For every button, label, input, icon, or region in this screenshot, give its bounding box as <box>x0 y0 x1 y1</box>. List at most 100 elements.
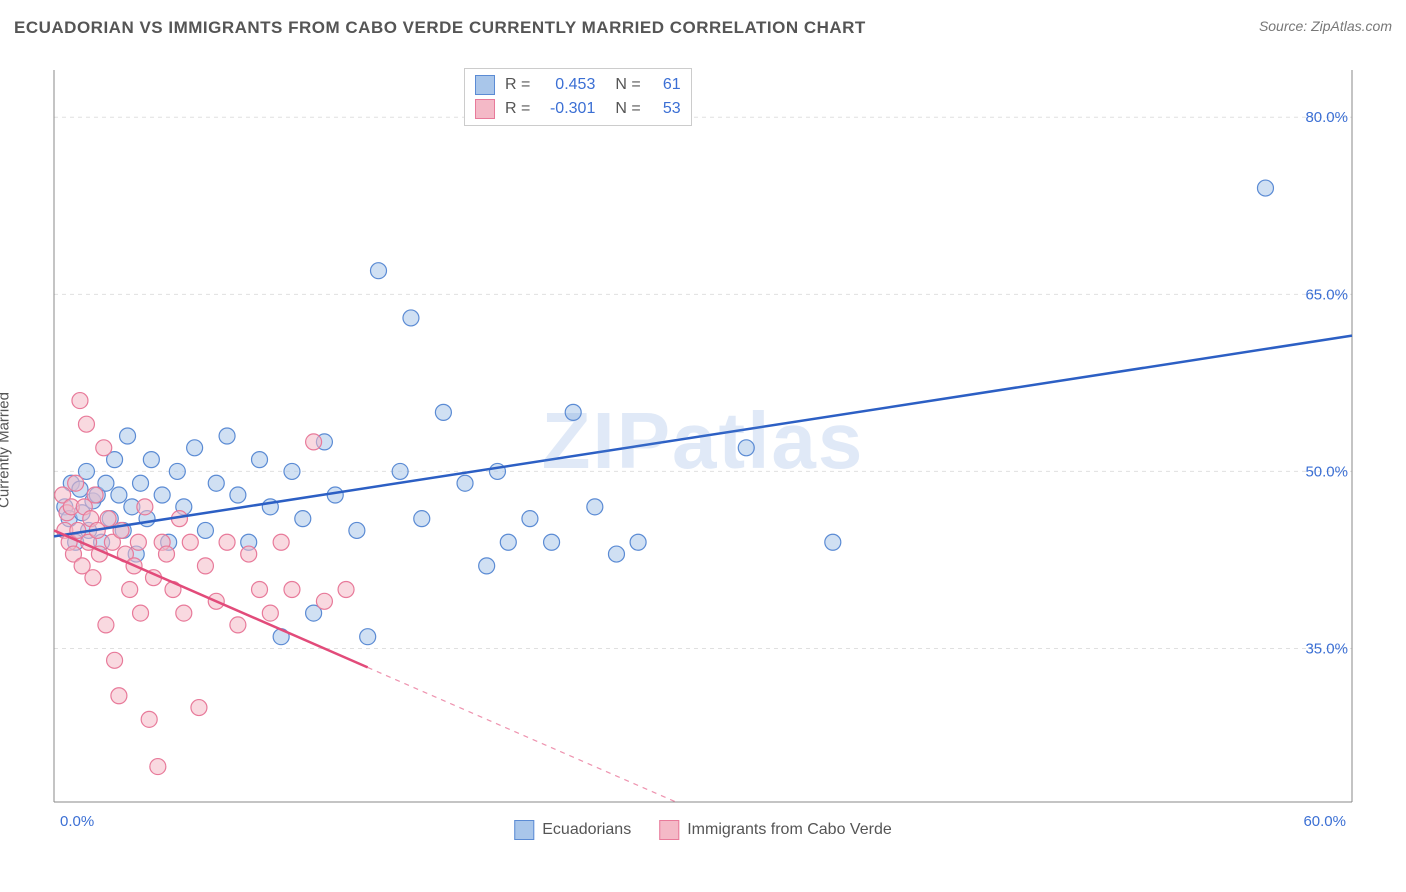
scatter-point <box>191 700 207 716</box>
scatter-point <box>219 534 235 550</box>
y-tick-label: 80.0% <box>1305 109 1348 126</box>
scatter-point <box>414 511 430 527</box>
scatter-point <box>565 404 581 420</box>
scatter-point <box>143 452 159 468</box>
scatter-point <box>230 487 246 503</box>
scatter-point <box>230 617 246 633</box>
series-legend: Ecuadorians Immigrants from Cabo Verde <box>514 820 891 840</box>
scatter-point <box>137 499 153 515</box>
scatter-point <box>187 440 203 456</box>
scatter-point <box>197 558 213 574</box>
scatter-point <box>295 511 311 527</box>
scatter-point <box>85 570 101 586</box>
scatter-point <box>133 605 149 621</box>
scatter-point <box>306 434 322 450</box>
scatter-point <box>72 393 88 409</box>
scatter-point <box>403 310 419 326</box>
scatter-point <box>284 581 300 597</box>
scatter-point <box>130 534 146 550</box>
scatter-point <box>457 475 473 491</box>
correlation-stats-box: R = 0.453 N = 61 R = -0.301 N = 53 <box>464 68 692 126</box>
stat-n-value: 53 <box>651 100 681 118</box>
scatter-point <box>327 487 343 503</box>
scatter-point <box>96 440 112 456</box>
legend-label: Immigrants from Cabo Verde <box>687 821 892 839</box>
stat-r-label: R = <box>505 100 530 118</box>
chart-title: ECUADORIAN VS IMMIGRANTS FROM CABO VERDE… <box>14 18 866 37</box>
scatter-point <box>252 581 268 597</box>
scatter-point <box>338 581 354 597</box>
scatter-point <box>169 463 185 479</box>
scatter-point <box>182 534 198 550</box>
scatter-point <box>68 475 84 491</box>
scatter-point <box>122 581 138 597</box>
stat-r-label: R = <box>505 76 530 94</box>
legend-swatch <box>475 75 495 95</box>
scatter-point <box>141 711 157 727</box>
scatter-point <box>208 475 224 491</box>
legend-swatch <box>659 820 679 840</box>
scatter-point <box>150 759 166 775</box>
stat-n-label: N = <box>615 76 640 94</box>
scatter-plot-svg: 35.0% 50.0% 65.0% 80.0% 0.0% 60.0% <box>14 60 1392 840</box>
scatter-point <box>98 617 114 633</box>
y-tick-label: 65.0% <box>1305 286 1348 303</box>
scatter-point <box>100 511 116 527</box>
scatter-point <box>630 534 646 550</box>
x-tick-label: 60.0% <box>1303 813 1346 830</box>
scatter-point <box>133 475 149 491</box>
scatter-point <box>87 487 103 503</box>
legend-label: Ecuadorians <box>542 821 631 839</box>
series-ecuadorians <box>57 180 1274 645</box>
legend-swatch <box>475 99 495 119</box>
scatter-point <box>738 440 754 456</box>
scatter-point <box>197 522 213 538</box>
legend-item-cabo_verde: Immigrants from Cabo Verde <box>659 820 892 840</box>
trend-line-ecuadorians <box>54 336 1352 537</box>
scatter-point <box>284 463 300 479</box>
scatter-point <box>241 546 257 562</box>
legend-swatch <box>514 820 534 840</box>
x-tick-label: 0.0% <box>60 813 94 830</box>
scatter-point <box>120 428 136 444</box>
scatter-point <box>522 511 538 527</box>
stat-n-label: N = <box>615 100 640 118</box>
scatter-point <box>78 416 94 432</box>
scatter-point <box>371 263 387 279</box>
chart-container: Currently Married ZIPatlas 35.0%50.0%65.… <box>14 60 1392 840</box>
scatter-point <box>107 652 123 668</box>
scatter-point <box>219 428 235 444</box>
scatter-point <box>479 558 495 574</box>
stat-r-value: 0.453 <box>540 76 595 94</box>
y-tick-label: 50.0% <box>1305 463 1348 480</box>
stat-n-value: 61 <box>651 76 681 94</box>
stats-row-ecuadorians: R = 0.453 N = 61 <box>475 73 681 97</box>
scatter-point <box>349 522 365 538</box>
scatter-point <box>825 534 841 550</box>
y-axis-label: Currently Married <box>0 392 13 508</box>
stats-row-cabo_verde: R = -0.301 N = 53 <box>475 97 681 121</box>
source-prefix: Source: <box>1259 18 1311 34</box>
scatter-point <box>544 534 560 550</box>
scatter-point <box>360 629 376 645</box>
source-attribution: Source: ZipAtlas.com <box>1259 18 1392 34</box>
scatter-point <box>608 546 624 562</box>
scatter-point <box>252 452 268 468</box>
scatter-point <box>158 546 174 562</box>
scatter-point <box>111 487 127 503</box>
series-cabo_verde <box>55 393 354 775</box>
scatter-point <box>111 688 127 704</box>
trend-line-extrapolation-cabo_verde <box>368 667 676 802</box>
scatter-point <box>587 499 603 515</box>
source-name: ZipAtlas.com <box>1311 18 1392 34</box>
scatter-point <box>435 404 451 420</box>
scatter-point <box>273 534 289 550</box>
scatter-point <box>316 593 332 609</box>
scatter-point <box>262 605 278 621</box>
stat-r-value: -0.301 <box>540 100 595 118</box>
scatter-point <box>176 605 192 621</box>
scatter-point <box>1257 180 1273 196</box>
scatter-point <box>392 463 408 479</box>
legend-item-ecuadorians: Ecuadorians <box>514 820 631 840</box>
y-tick-label: 35.0% <box>1305 641 1348 658</box>
